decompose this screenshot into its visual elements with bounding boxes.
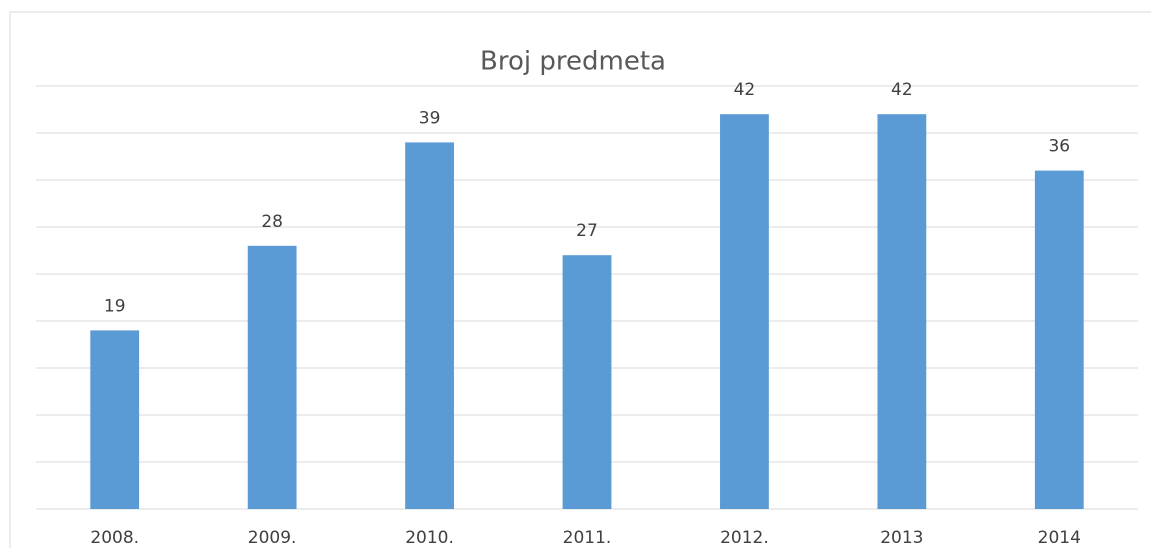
bar bbox=[1034, 170, 1084, 509]
bar bbox=[877, 114, 927, 509]
data-label: 42 bbox=[734, 80, 756, 100]
x-tick-label: 2008. bbox=[90, 528, 139, 548]
bar bbox=[90, 330, 140, 509]
bar bbox=[247, 245, 297, 510]
bar bbox=[562, 255, 612, 509]
data-label: 28 bbox=[261, 212, 283, 232]
x-tick-label: 2012. bbox=[720, 528, 769, 548]
bar bbox=[405, 142, 454, 509]
data-label: 36 bbox=[1048, 137, 1070, 157]
chart-frame bbox=[9, 11, 1151, 548]
bar bbox=[720, 114, 769, 509]
data-label: 42 bbox=[891, 80, 913, 100]
data-label: 19 bbox=[104, 296, 126, 316]
chart-title: Broj predmeta bbox=[480, 47, 666, 77]
x-tick-label: 2009. bbox=[248, 528, 297, 548]
data-label: 27 bbox=[576, 221, 598, 241]
x-tick-label: 2014 bbox=[1038, 528, 1081, 548]
x-tick-label: 2011. bbox=[563, 528, 612, 548]
x-tick-label: 2013 bbox=[880, 528, 923, 548]
data-label: 39 bbox=[419, 108, 441, 128]
x-tick-label: 2010. bbox=[405, 528, 454, 548]
